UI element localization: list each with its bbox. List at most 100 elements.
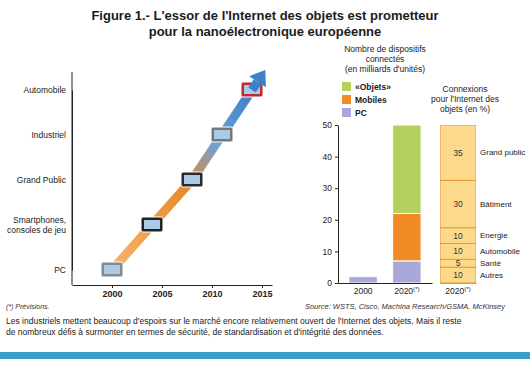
- bar-segment: [440, 180, 476, 227]
- text-line: objets (en %): [440, 104, 490, 114]
- point-icon: [181, 172, 203, 187]
- tick-label: 2020(*): [445, 285, 470, 296]
- text-line: PC: [54, 265, 66, 275]
- y-tick: 10: [323, 247, 338, 257]
- data-label: 5: [456, 258, 461, 268]
- tick-label: PC: [54, 265, 66, 275]
- y-tick: Grand Public: [17, 175, 72, 185]
- tick-label: 10: [323, 247, 333, 257]
- text-line: (en milliards d'unités): [345, 64, 425, 74]
- tick-mark: [335, 125, 338, 126]
- text-line: Automobile: [23, 85, 66, 95]
- plot-area: [101, 70, 266, 277]
- icon-body: [241, 82, 263, 97]
- axis-line: [339, 283, 433, 284]
- tick-mark: [335, 283, 338, 284]
- bar-segment: [393, 261, 421, 283]
- bar-segment: [440, 125, 476, 180]
- timeline-chart: 2000 2005 2010 2015 PC Smartphones,consoles d…: [7, 70, 273, 299]
- text-line: consoles de jeu: [7, 225, 66, 235]
- x-tick: 2020(*): [394, 283, 419, 296]
- x-tick: 2005: [152, 285, 172, 299]
- figure: Figure 1.- L'essor de l'Internet des obj…: [0, 0, 530, 365]
- title: Figure 1.- L'essor de l'Internet des obj…: [91, 8, 438, 39]
- text-line: 2020: [445, 286, 464, 296]
- y-tick: 20: [323, 215, 338, 225]
- x-tick: 2020(*): [445, 283, 470, 296]
- tick-label: 50: [323, 120, 333, 130]
- axis-line: [441, 283, 477, 284]
- y-tick: Automobile: [23, 85, 72, 95]
- point-icon: [101, 262, 123, 277]
- x-tick: 2000: [354, 283, 373, 296]
- y-axis: 0 10 20 30 40 50: [323, 120, 339, 288]
- data-labels: 10510103035: [453, 148, 463, 280]
- text-line: 2020: [394, 286, 413, 296]
- point-icon: [241, 82, 263, 97]
- text-line: Grand Public: [17, 175, 67, 185]
- plot-area: [349, 125, 421, 283]
- data-label: 10: [453, 270, 463, 280]
- x-axis: 2000 2020(*): [339, 283, 433, 296]
- text-line: Industriel: [32, 130, 67, 140]
- icon-screen: [144, 220, 160, 229]
- icon-body: [101, 262, 123, 277]
- tick-label: 2010: [202, 289, 222, 299]
- bar-chart: Nombre de dispositifsconnectés(en millia…: [323, 44, 433, 296]
- bar-segment: [393, 213, 421, 260]
- source: Source: WSTS, Cisco, Machina Research/GS…: [305, 302, 506, 311]
- text-line: Connexions: [443, 84, 488, 94]
- legend-label: Autres: [480, 271, 503, 280]
- legend-label: Grand public: [480, 148, 525, 157]
- tick-label: 40: [323, 152, 333, 162]
- y-tick: Smartphones,consoles de jeu: [7, 215, 72, 235]
- tick-mark: [335, 188, 338, 189]
- bar-segment: [349, 276, 377, 277]
- legend-label: Automobile: [480, 247, 521, 256]
- x-tick: 2000: [102, 285, 122, 299]
- chart-title: Nombre de dispositifsconnectés(en millia…: [344, 44, 426, 74]
- icon-screen: [184, 175, 200, 184]
- x-tick: 2010: [202, 285, 222, 299]
- y-tick: 40: [323, 152, 338, 162]
- tick-mark: [335, 251, 338, 252]
- superscript: (*): [413, 285, 419, 292]
- text-line: Nombre de dispositifs: [344, 44, 426, 54]
- tick-label: 2015: [252, 289, 272, 299]
- text-line: pour la nanoélectronique européenne: [149, 24, 382, 39]
- text-line: Les industriels mettent beaucoup d'espoi…: [6, 316, 462, 326]
- legend-label: PC: [355, 108, 367, 118]
- tick-mark: [335, 220, 338, 221]
- text-line: Smartphones,: [13, 215, 66, 225]
- arrow-shaft: [252, 82, 258, 90]
- y-tick: 0: [327, 278, 338, 288]
- y-axis: PC Smartphones,consoles de jeu Grand Publi…: [7, 85, 73, 275]
- icon-body: [141, 217, 163, 232]
- tick-mark: [262, 285, 263, 288]
- bottom-band: [0, 352, 530, 359]
- legend-label: Energie: [480, 231, 508, 240]
- legend-label: Santé: [480, 259, 501, 268]
- tick-label: 2005: [152, 289, 172, 299]
- point-icon: [211, 127, 233, 142]
- tick-label: 2000: [102, 289, 122, 299]
- text-line: 2000: [354, 286, 373, 296]
- footnote: (*) Prévisions.: [6, 303, 50, 311]
- tick-label: 2020(*): [394, 285, 419, 296]
- legend-label: «Objets»: [355, 82, 391, 92]
- tick-label: Smartphones,consoles de jeu: [7, 215, 66, 235]
- y-tick: 30: [323, 183, 338, 193]
- superscript: (*): [464, 285, 470, 292]
- bar-segment: [349, 277, 377, 283]
- arrow-line: [112, 90, 252, 270]
- icon-body: [211, 127, 233, 142]
- icon-screen: [104, 265, 120, 274]
- legend-swatch: [342, 95, 351, 104]
- point-icon: [141, 217, 163, 232]
- tick-label: 30: [323, 183, 333, 193]
- tick-label: Automobile: [23, 85, 66, 95]
- axis-line: [72, 91, 73, 271]
- text-line: connectés: [366, 54, 405, 64]
- data-label: 30: [453, 199, 463, 209]
- data-label: 10: [453, 246, 463, 256]
